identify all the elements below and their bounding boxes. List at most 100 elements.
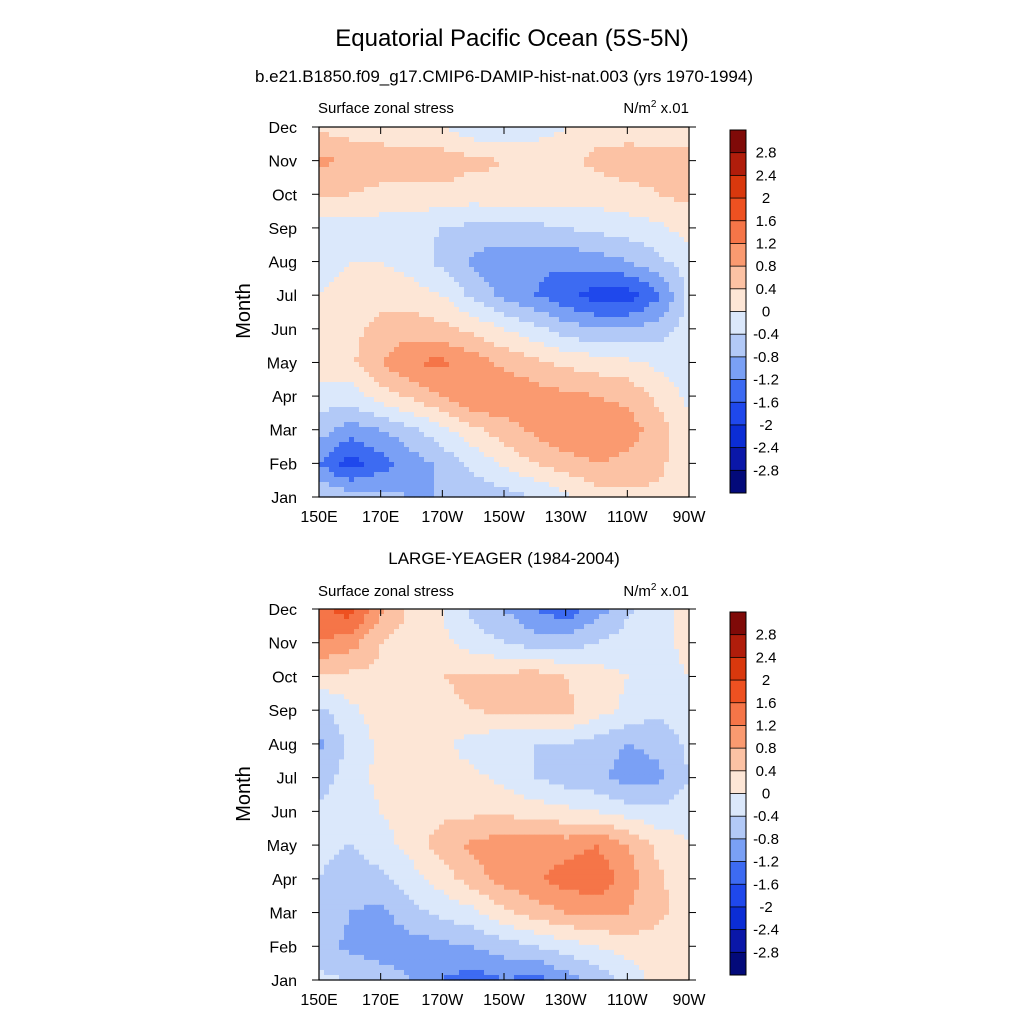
contour-cell — [434, 382, 440, 388]
contour-cell — [529, 132, 535, 138]
contour-cell — [409, 372, 415, 378]
contour-cell — [339, 192, 345, 198]
contour-cell — [534, 177, 540, 183]
contour-cell — [374, 302, 380, 308]
contour-cell — [624, 432, 630, 438]
contour-cell — [409, 177, 415, 183]
contour-cell — [529, 422, 535, 428]
contour-cell — [394, 427, 400, 433]
contour-cell — [319, 162, 325, 168]
contour-cell — [364, 397, 370, 403]
contour-cell — [679, 337, 685, 343]
contour-cell — [344, 312, 350, 318]
contour-cell — [564, 372, 570, 378]
contour-cell — [604, 282, 610, 288]
contour-cell — [414, 237, 420, 243]
contour-cell — [444, 262, 450, 268]
contour-cell — [434, 302, 440, 308]
contour-cell — [499, 212, 505, 218]
contour-cell — [464, 427, 470, 433]
contour-cell — [499, 347, 505, 353]
contour-cell — [454, 437, 460, 443]
contour-cell — [469, 357, 475, 363]
contour-cell — [584, 197, 590, 203]
contour-cell — [559, 262, 565, 268]
contour-cell — [444, 237, 450, 243]
contour-cell — [344, 387, 350, 393]
contour-cell — [399, 162, 405, 168]
contour-cell — [504, 207, 510, 213]
contour-cell — [559, 387, 565, 393]
contour-cell — [374, 432, 380, 438]
contour-cell — [619, 272, 625, 278]
contour-cell — [584, 287, 590, 293]
contour-cell — [664, 372, 670, 378]
contour-cell — [574, 427, 580, 433]
contour-cell — [429, 357, 435, 363]
contour-cell — [464, 462, 470, 468]
contour-cell — [464, 162, 470, 168]
contour-cell — [499, 337, 505, 343]
contour-cell — [479, 452, 485, 458]
contour-cell — [434, 142, 440, 148]
contour-cell — [464, 352, 470, 358]
contour-cell — [389, 382, 395, 388]
contour-cell — [414, 452, 420, 458]
contour-cell — [379, 337, 385, 343]
contour-cell — [574, 142, 580, 148]
contour-cell — [449, 457, 455, 463]
contour-cell — [629, 227, 635, 233]
contour-cell — [429, 387, 435, 393]
contour-cell — [674, 127, 680, 133]
contour-cell — [599, 172, 605, 178]
contour-cell — [374, 462, 380, 468]
contour-cell — [649, 402, 655, 408]
contour-cell — [609, 142, 615, 148]
contour-cell — [369, 357, 375, 363]
contour-cell — [399, 132, 405, 138]
contour-cell — [539, 362, 545, 368]
contour-cell — [464, 177, 470, 183]
contour-cell — [324, 272, 330, 278]
contour-cell — [354, 207, 360, 213]
contour-cell — [344, 282, 350, 288]
contour-cell — [554, 302, 560, 308]
contour-cell — [444, 447, 450, 453]
contour-cell — [339, 222, 345, 228]
contour-cell — [404, 167, 410, 173]
contour-cell — [574, 432, 580, 438]
contour-cell — [494, 202, 500, 208]
contour-cell — [514, 397, 520, 403]
contour-cell — [389, 232, 395, 238]
contour-cell — [334, 157, 340, 163]
contour-cell — [534, 312, 540, 318]
contour-cell — [654, 332, 660, 338]
contour-cell — [539, 417, 545, 423]
contour-cell — [519, 152, 525, 158]
contour-cell — [434, 237, 440, 243]
contour-cell — [479, 437, 485, 443]
contour-cell — [464, 342, 470, 348]
contour-cell — [514, 182, 520, 188]
contour-cell — [594, 297, 600, 303]
contour-cell — [329, 352, 335, 358]
contour-cell — [519, 362, 525, 368]
contour-cell — [429, 372, 435, 378]
contour-cell — [369, 222, 375, 228]
contour-cell — [364, 202, 370, 208]
contour-cell — [344, 272, 350, 278]
contour-cell — [429, 337, 435, 343]
contour-cell — [329, 217, 335, 223]
contour-cell — [329, 312, 335, 318]
contour-cell — [529, 387, 535, 393]
contour-cell — [469, 127, 475, 133]
contour-cell — [344, 382, 350, 388]
contour-cell — [644, 447, 650, 453]
contour-cell — [574, 212, 580, 218]
contour-cell — [679, 352, 685, 358]
contour-cell — [449, 302, 455, 308]
contour-cell — [674, 272, 680, 278]
contour-cell — [329, 262, 335, 268]
contour-cell — [669, 237, 675, 243]
contour-cell — [349, 402, 355, 408]
